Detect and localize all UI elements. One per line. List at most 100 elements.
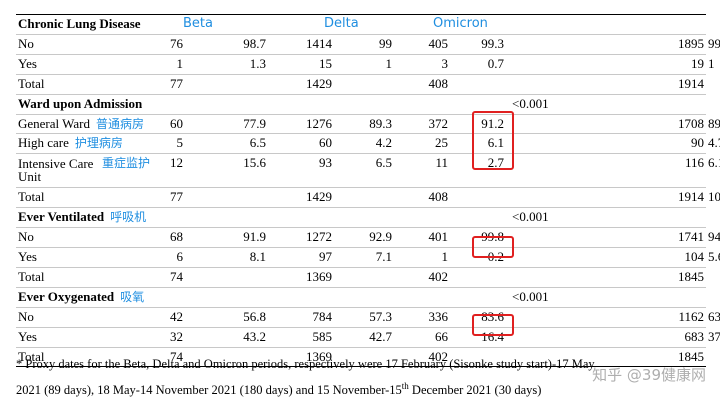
- p-value: [506, 267, 564, 288]
- p-value: [506, 114, 564, 135]
- cell: [185, 74, 268, 95]
- cell: 90: [564, 133, 706, 155]
- cell: 32: [121, 327, 185, 348]
- cell: [185, 267, 268, 288]
- chinese-annotation: 护理病房: [74, 136, 123, 151]
- cell: 1845: [564, 347, 706, 368]
- cell: 1369: [268, 267, 334, 288]
- table-row: Total 74 1369 402 1845: [16, 267, 706, 288]
- cell: [564, 94, 706, 115]
- table-row: Yes 32 43.2 585 42.7 66 16.4 683 37: [16, 327, 720, 348]
- p-value: [506, 153, 564, 189]
- cell: 15: [268, 54, 334, 75]
- cell: 92.9: [334, 227, 394, 248]
- row-label: Ever Oxygenated 吸氧: [16, 287, 144, 308]
- cell: [334, 187, 394, 209]
- row-label: No: [16, 307, 121, 328]
- cell: 7.1: [334, 247, 394, 268]
- cell: [450, 267, 506, 288]
- cell: 60: [268, 133, 334, 155]
- chinese-annotation: 普通病房: [95, 116, 144, 131]
- cell: [268, 94, 334, 115]
- p-value: [506, 307, 564, 328]
- cell: [394, 207, 450, 229]
- chinese-annotation: 呼吸机: [110, 210, 147, 225]
- section-row: Chronic Lung Disease: [16, 14, 706, 35]
- cell: 784: [268, 307, 334, 328]
- cell: [450, 187, 506, 209]
- row-label: Yes: [16, 54, 121, 75]
- cell: 56.8: [185, 307, 268, 328]
- cell: 1708: [564, 114, 706, 135]
- cell: 1895: [564, 34, 706, 55]
- table-row: Yes 1 1.3 15 1 3 0.7 19 1: [16, 54, 715, 75]
- cell: 2.7: [450, 153, 506, 189]
- row-label: Total: [16, 267, 121, 288]
- cell: 6: [121, 247, 185, 268]
- cell: 97: [268, 247, 334, 268]
- highlight-box-oxygenated: [472, 314, 514, 336]
- cell: [334, 94, 394, 115]
- cell: [334, 207, 394, 229]
- chinese-annotation: 吸氧: [120, 289, 145, 304]
- table-row: Total 77 1429 408 1914: [16, 74, 706, 95]
- p-value: [506, 327, 564, 348]
- cell: [450, 14, 506, 35]
- row-label: No: [16, 34, 121, 55]
- cell: [450, 207, 506, 229]
- cell: [121, 207, 185, 229]
- cell: [450, 347, 506, 368]
- row-label: No: [16, 227, 121, 248]
- cell: 11: [394, 153, 450, 189]
- p-value: [506, 133, 564, 155]
- cell: 0.7: [450, 54, 506, 75]
- cell: 1369: [268, 347, 334, 368]
- cell: [394, 14, 450, 35]
- cell: 77: [121, 187, 185, 209]
- cell: [564, 287, 706, 308]
- table-row: Intensive Care Unit 重症监护 12 15.6 93 6.5 11 2.7 1…: [16, 153, 720, 189]
- cell: [450, 74, 506, 95]
- cell: [185, 94, 268, 115]
- cell: 25: [394, 133, 450, 155]
- chinese-annotation: 重症监护: [102, 156, 151, 171]
- cell: 408: [394, 187, 450, 209]
- cell: 402: [394, 347, 450, 368]
- cell: [185, 347, 268, 368]
- cell: [334, 14, 394, 35]
- cell: 402: [394, 267, 450, 288]
- table-row: No 42 56.8 784 57.3 336 83.6 1162 63: [16, 307, 720, 328]
- cell: [185, 187, 268, 209]
- cell: 1414: [268, 34, 334, 55]
- cell: 104: [564, 247, 706, 268]
- cell: 1845: [564, 267, 706, 288]
- cell: [334, 74, 394, 95]
- row-label: Yes: [16, 327, 121, 348]
- cell: 1276: [268, 114, 334, 135]
- cell: 91.2: [450, 114, 506, 135]
- cell: 4.2: [334, 133, 394, 155]
- cell: 15.6: [185, 153, 268, 189]
- row-label: Ever Ventilated 呼吸机: [16, 207, 146, 229]
- cell: 6.5: [185, 133, 268, 155]
- p-value: [506, 347, 564, 368]
- cell: 401: [394, 227, 450, 248]
- row-label: General Ward 普通病房: [16, 114, 144, 135]
- section-row: Ward upon Admission <0.001: [16, 94, 706, 115]
- footnote-line-2: 2021 (89 days), 18 May-14 November 2021 …: [16, 381, 542, 398]
- p-value: <0.001: [506, 287, 564, 308]
- cell: 336: [394, 307, 450, 328]
- cell: 91.9: [185, 227, 268, 248]
- p-value: [506, 14, 564, 35]
- watermark: 知乎 @39健康网: [592, 366, 706, 384]
- cell: 76: [121, 34, 185, 55]
- p-value: <0.001: [506, 94, 564, 115]
- table-row: General Ward 普通病房 60 77.9 1276 89.3 372 91.2 170…: [16, 114, 720, 135]
- cell: 77.9: [185, 114, 268, 135]
- row-label: Yes: [16, 247, 121, 268]
- cell: 1: [121, 54, 185, 75]
- cell: 1914: [564, 187, 706, 209]
